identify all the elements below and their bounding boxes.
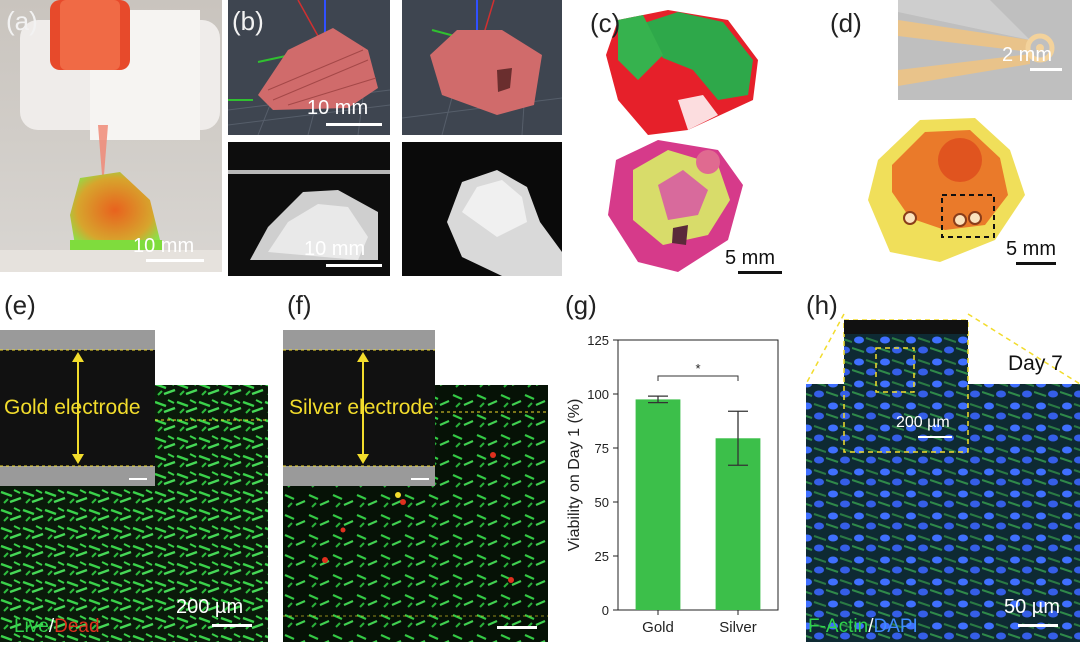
panel-b-top-left: (b) 10 mm bbox=[228, 0, 390, 135]
scale-bar bbox=[146, 259, 204, 262]
electrode-label: Silver electrode bbox=[289, 396, 434, 419]
panel-b-top-right bbox=[402, 0, 562, 135]
x-tick-label: Silver bbox=[719, 619, 757, 636]
viability-bar-chart: 0 25 50 75 100 125 Viability on Day 1 (%) Gold S… bbox=[566, 333, 779, 636]
y-tick-label: 100 bbox=[587, 387, 609, 402]
3d-model-render bbox=[228, 0, 390, 135]
panel-b-bottom-left: 10 mm bbox=[228, 142, 390, 276]
scale-bar bbox=[918, 436, 952, 438]
scale-bar-label: 50 µm bbox=[1004, 596, 1060, 618]
panel-label: (h) bbox=[806, 290, 838, 320]
panel-c: (c) 5 mm bbox=[568, 0, 794, 280]
multi-material-model-and-print bbox=[568, 0, 794, 280]
y-tick-label: 0 bbox=[602, 603, 609, 618]
panel-b-bottom-right bbox=[402, 142, 562, 276]
stain-dapi: DAPI bbox=[873, 616, 918, 637]
scale-bar-label: 2 mm bbox=[1002, 44, 1052, 66]
significance-bracket bbox=[657, 375, 739, 381]
panel-label: (c) bbox=[590, 8, 621, 38]
3d-model-render-side bbox=[402, 0, 562, 135]
live-dead-fluorescence-silver bbox=[283, 330, 548, 642]
scale-bar-label: 200 µm bbox=[896, 414, 950, 431]
panel-h: (h) Day 7 200 µm F-Actin/DAPI 50 µm bbox=[800, 290, 1080, 648]
stain-dead: Dead bbox=[54, 616, 100, 637]
stain-legend: F-Actin/DAPI bbox=[808, 616, 918, 638]
electrode-label: Gold electrode bbox=[4, 396, 141, 419]
y-axis-label: Viability on Day 1 (%) bbox=[566, 399, 583, 552]
panel-label: (a) bbox=[6, 6, 38, 36]
stain-legend: Live/Dead bbox=[14, 616, 100, 638]
panel-e: (e) Gold electrode Live/Dead 200 µm bbox=[0, 290, 268, 642]
bar bbox=[715, 438, 761, 610]
scale-bar bbox=[1016, 262, 1056, 265]
stain-separator: / bbox=[48, 616, 55, 637]
scale-bar-label: 10 mm bbox=[304, 238, 366, 260]
panel-a-photo: (a) 10 mm bbox=[0, 0, 222, 272]
scale-bar bbox=[212, 624, 252, 627]
y-tick-label: 25 bbox=[595, 549, 609, 564]
significance-marker: * bbox=[695, 361, 700, 376]
stain-separator: / bbox=[868, 616, 874, 637]
bar bbox=[635, 399, 681, 610]
panel-label: (d) bbox=[830, 8, 862, 38]
scale-bar-label: 10 mm bbox=[307, 97, 369, 119]
scale-bar bbox=[738, 271, 782, 274]
panel-label: (f) bbox=[287, 290, 312, 320]
panel-d: (d) 2 mm 5 mm bbox=[800, 0, 1080, 280]
y-tick-label: 125 bbox=[587, 333, 609, 348]
stain-f-actin: F-Actin bbox=[808, 616, 869, 637]
y-tick-label: 50 bbox=[595, 495, 609, 510]
f-actin-dapi-fluorescence bbox=[805, 313, 1080, 642]
panel-label: (e) bbox=[4, 290, 36, 320]
scale-bar bbox=[326, 264, 382, 267]
panel-label: (g) bbox=[565, 290, 597, 320]
plot-frame bbox=[617, 339, 779, 611]
panel-label: (b) bbox=[232, 6, 264, 36]
scale-bar-label: 10 mm bbox=[133, 235, 195, 257]
panel-f: (f) Silver electrode bbox=[283, 290, 548, 642]
electrode-print-photo bbox=[800, 0, 1080, 280]
scale-bar-label: 5 mm bbox=[1006, 238, 1056, 260]
x-tick-label: Gold bbox=[642, 619, 674, 636]
panel-g: (g) 0 25 50 75 100 125 Viability on Day 1 (%) G… bbox=[555, 290, 790, 648]
live-dead-fluorescence-gold bbox=[0, 330, 268, 642]
printed-construct-photo bbox=[228, 142, 390, 276]
day-label: Day 7 bbox=[1008, 352, 1063, 375]
scale-bar-label: 5 mm bbox=[725, 247, 775, 269]
bioprinter-photo bbox=[0, 0, 222, 272]
scale-bar bbox=[1030, 68, 1062, 71]
stain-live: Live bbox=[14, 616, 49, 637]
printed-construct-photo-side bbox=[402, 142, 562, 276]
scale-bar bbox=[326, 123, 382, 126]
y-tick-label: 75 bbox=[595, 441, 609, 456]
scale-bar-label: 200 µm bbox=[176, 596, 244, 618]
scale-bar bbox=[1018, 624, 1058, 627]
